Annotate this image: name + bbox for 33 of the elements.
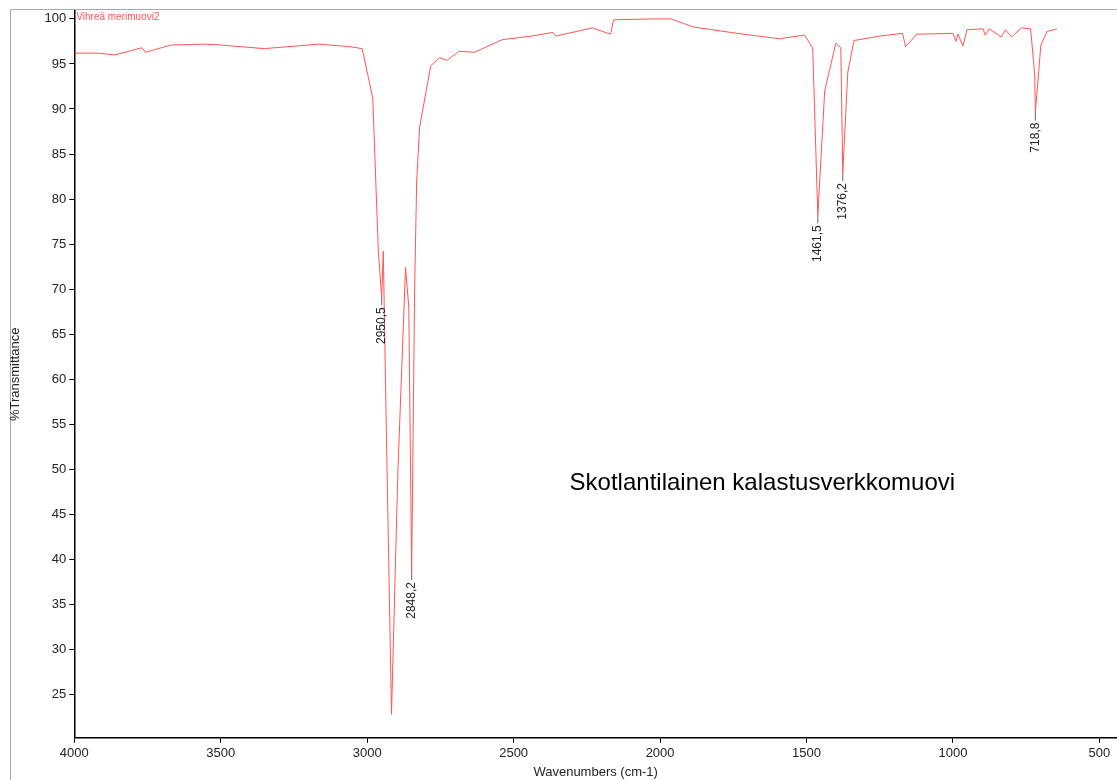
x-tick-label: 3000 — [352, 745, 382, 761]
annotation: 718,8 — [1027, 122, 1042, 153]
y-tick-label: 60 — [51, 370, 67, 386]
y-tick-label: 95 — [51, 55, 67, 71]
y-tick-label: 75 — [51, 235, 67, 251]
x-tick-label: 2000 — [645, 745, 675, 761]
x-tick-label: 2500 — [499, 745, 529, 761]
text: Vihreä merimuovi2 — [76, 10, 160, 22]
y-tick-label: 35 — [51, 596, 67, 612]
y-tick-label: 25 — [51, 686, 67, 702]
y-tick-label: 30 — [51, 641, 67, 657]
annotation: 2950,5 — [374, 306, 388, 344]
x-tick-label: 3500 — [206, 745, 236, 761]
y-tick-label: 50 — [51, 460, 67, 476]
x-tick-label: 4000 — [59, 745, 89, 761]
annotation: 2848,2 — [403, 581, 418, 619]
x-axis-title: Wavenumbers (cm-1) — [533, 763, 658, 779]
y-tick-label: 65 — [51, 325, 67, 341]
y-tick-label: 45 — [51, 505, 67, 521]
x-tick-label: 1500 — [792, 745, 821, 761]
y-tick-label: 100 — [44, 10, 67, 26]
y-axis-title: %Transmittance — [7, 327, 23, 422]
y-tick-label: 80 — [51, 190, 67, 206]
y-tick-label: 55 — [51, 415, 67, 431]
y-tick-label: 85 — [51, 145, 67, 161]
x-tick-label: 1000 — [938, 745, 968, 761]
y-tick-label: 70 — [51, 280, 67, 296]
x-tick-label: 500 — [1088, 745, 1111, 761]
annotation: 1376,2 — [835, 182, 850, 220]
annotation: Skotlantilainen kalastusverkkomuovi — [569, 467, 956, 495]
annotation: 1461,5 — [810, 224, 825, 262]
y-tick-label: 40 — [51, 551, 67, 567]
y-tick-label: 90 — [51, 100, 67, 116]
